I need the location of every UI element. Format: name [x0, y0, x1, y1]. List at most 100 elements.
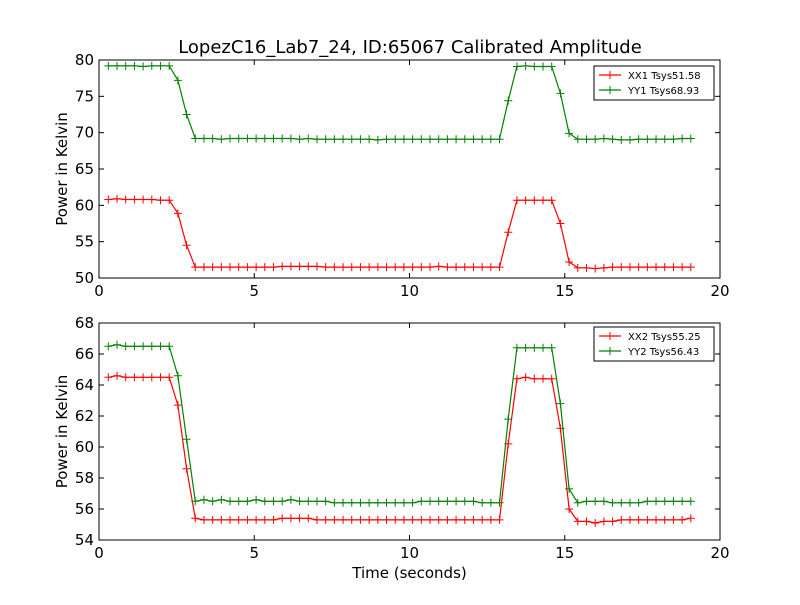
data-point — [339, 263, 348, 272]
data-point — [547, 343, 556, 352]
data-point — [269, 134, 278, 143]
data-point — [365, 135, 374, 144]
data-point — [469, 135, 478, 144]
legend-label: YY2 Tsys56.43 — [627, 347, 699, 358]
legend-box — [593, 326, 715, 362]
data-point — [382, 498, 391, 507]
data-point — [182, 241, 191, 250]
y-tick-label: 66 — [75, 345, 94, 363]
x-axis-label: Time (seconds) — [351, 564, 467, 582]
data-point — [686, 134, 695, 143]
data-point — [191, 263, 200, 272]
data-point — [530, 343, 539, 352]
data-point — [582, 263, 591, 272]
x-tick-label: 15 — [555, 282, 574, 300]
data-point — [617, 263, 626, 272]
data-point — [495, 515, 504, 524]
data-point — [425, 497, 434, 506]
data-point — [391, 515, 400, 524]
data-point — [339, 498, 348, 507]
data-point — [678, 134, 687, 143]
data-point — [643, 497, 652, 506]
y-tick-label: 60 — [75, 196, 94, 214]
data-point — [104, 373, 113, 382]
data-point — [199, 134, 208, 143]
data-point — [469, 497, 478, 506]
data-point — [260, 263, 269, 272]
data-point — [530, 196, 539, 205]
data-point — [434, 262, 443, 271]
data-point — [330, 498, 339, 507]
legend-box — [593, 65, 715, 101]
data-point — [147, 342, 156, 351]
data-point — [617, 498, 626, 507]
data-point — [460, 515, 469, 524]
data-point — [547, 196, 556, 205]
data-point — [608, 498, 617, 507]
data-point — [199, 515, 208, 524]
x-tick-label: 0 — [94, 544, 104, 562]
data-point — [486, 263, 495, 272]
data-point — [391, 263, 400, 272]
data-point — [678, 497, 687, 506]
data-point — [582, 517, 591, 526]
data-point — [391, 135, 400, 144]
data-point — [512, 62, 521, 71]
data-point — [460, 497, 469, 506]
data-point — [156, 196, 165, 205]
data-point — [130, 373, 139, 382]
data-point — [478, 498, 487, 507]
data-point — [486, 135, 495, 144]
data-point — [199, 263, 208, 272]
data-point — [304, 497, 313, 506]
data-point — [504, 228, 513, 237]
data-point — [286, 262, 295, 271]
data-point — [208, 515, 217, 524]
data-point — [365, 263, 374, 272]
data-point — [260, 134, 269, 143]
data-point — [452, 497, 461, 506]
data-point — [460, 263, 469, 272]
data-point — [565, 484, 574, 493]
data-point — [304, 134, 313, 143]
data-point — [373, 135, 382, 144]
data-point — [295, 497, 304, 506]
data-point — [321, 135, 330, 144]
data-point — [278, 514, 287, 523]
data-point — [339, 135, 348, 144]
data-point — [686, 263, 695, 272]
data-point — [312, 515, 321, 524]
data-point — [295, 135, 304, 144]
data-point — [417, 497, 426, 506]
data-point — [469, 263, 478, 272]
data-point — [652, 497, 661, 506]
data-point — [573, 517, 582, 526]
data-point — [399, 498, 408, 507]
data-point — [113, 61, 122, 70]
data-point — [495, 263, 504, 272]
data-point — [191, 497, 200, 506]
data-point — [573, 498, 582, 507]
data-point — [234, 497, 243, 506]
data-point — [173, 401, 182, 410]
data-point — [617, 135, 626, 144]
data-point — [104, 195, 113, 204]
data-point — [113, 371, 122, 380]
data-point — [147, 61, 156, 70]
data-point — [269, 515, 278, 524]
data-point — [512, 343, 521, 352]
data-point — [556, 89, 565, 98]
data-point — [182, 435, 191, 444]
data-point — [425, 263, 434, 272]
data-point — [173, 76, 182, 85]
y-tick-label: 55 — [75, 233, 94, 251]
data-point — [608, 517, 617, 526]
data-point — [669, 263, 678, 272]
data-point — [312, 262, 321, 271]
data-point — [365, 515, 374, 524]
y-tick-label: 70 — [75, 124, 94, 142]
data-point — [295, 514, 304, 523]
legend-label: YY1 Tsys68.93 — [627, 86, 699, 97]
data-point — [130, 195, 139, 204]
data-point — [591, 264, 600, 273]
